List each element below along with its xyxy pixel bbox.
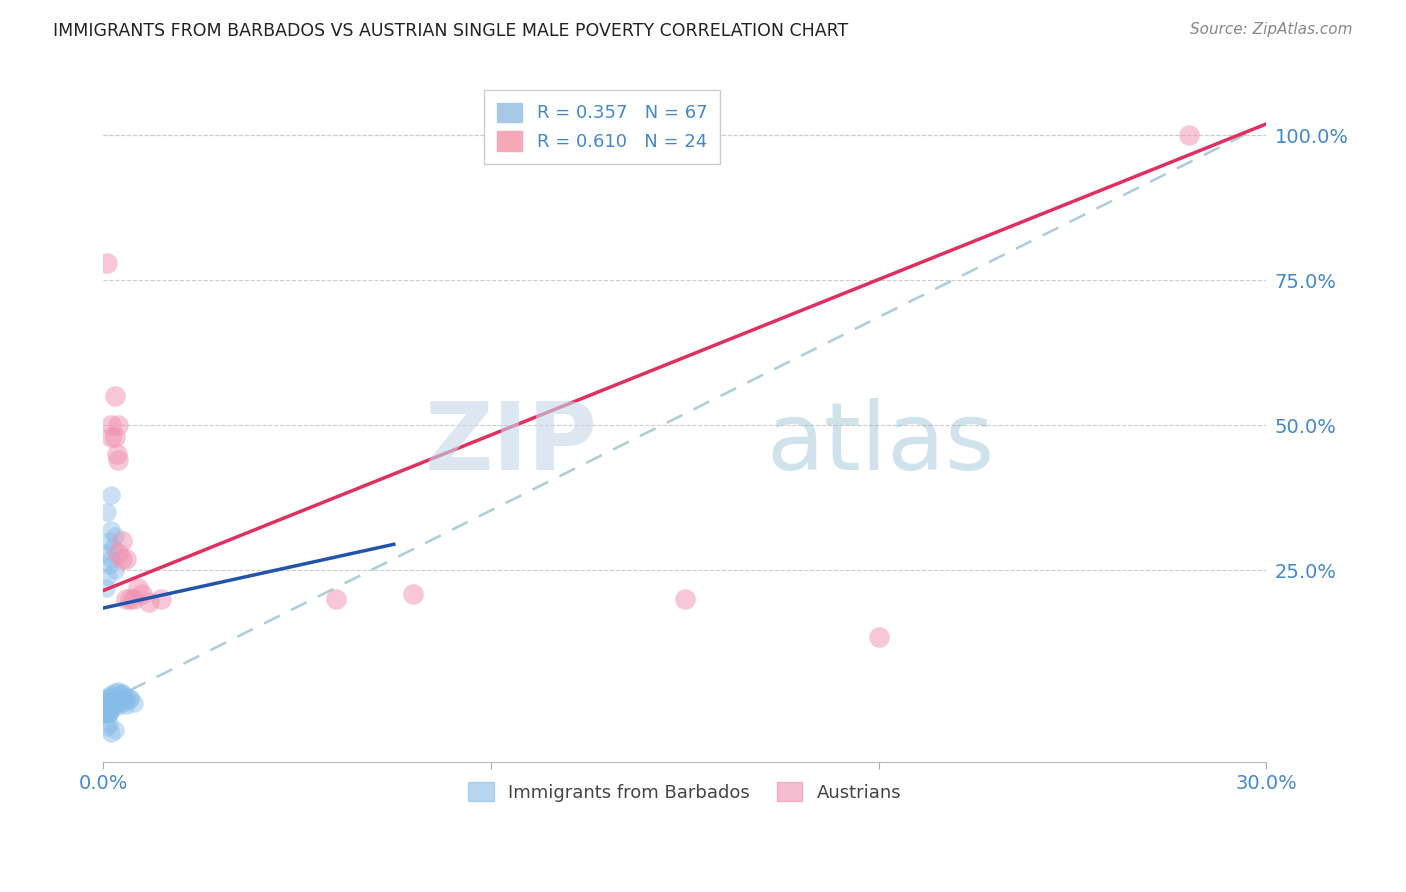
Point [101, 540, 124, 554]
Point [104, 563, 127, 577]
Point [97, 558, 120, 572]
Point [100, 688, 122, 702]
Point [1178, 128, 1201, 143]
Point [98, 698, 121, 713]
Point [107, 684, 129, 698]
Point [96, 704, 118, 718]
Text: atlas: atlas [766, 398, 994, 490]
Point [120, 692, 142, 706]
Point [97, 705, 120, 719]
Point [127, 581, 149, 595]
Point [94, 699, 117, 714]
Point [105, 447, 128, 461]
Point [96, 701, 118, 715]
Point [111, 551, 134, 566]
Point [94, 707, 117, 722]
Point [107, 692, 129, 706]
Point [111, 686, 134, 700]
Point [97, 569, 120, 583]
Point [120, 690, 142, 705]
Point [104, 697, 127, 711]
Point [115, 690, 138, 704]
Point [868, 630, 890, 644]
Point [101, 694, 124, 708]
Point [97, 706, 120, 720]
Point [98, 705, 121, 719]
Point [105, 696, 128, 710]
Point [100, 523, 122, 537]
Point [94, 698, 117, 712]
Point [325, 592, 347, 607]
Point [111, 696, 134, 710]
Point [673, 592, 696, 607]
Point [100, 430, 122, 444]
Point [94, 581, 117, 595]
Point [104, 685, 127, 699]
Point [97, 706, 120, 721]
Point [107, 546, 129, 560]
Point [104, 389, 127, 403]
Point [96, 256, 118, 270]
Point [111, 690, 134, 705]
Point [96, 720, 118, 734]
Point [111, 686, 134, 700]
Point [111, 534, 134, 549]
Point [97, 706, 120, 720]
Point [104, 723, 127, 737]
Point [97, 717, 120, 731]
Point [96, 505, 118, 519]
Point [94, 701, 117, 715]
Point [122, 592, 145, 607]
Point [101, 699, 124, 714]
Point [402, 586, 425, 600]
Text: Source: ZipAtlas.com: Source: ZipAtlas.com [1189, 22, 1353, 37]
Legend: Immigrants from Barbados, Austrians: Immigrants from Barbados, Austrians [456, 769, 914, 814]
Point [104, 528, 127, 542]
Point [104, 690, 127, 705]
Point [107, 418, 129, 433]
Point [96, 706, 118, 720]
Point [150, 592, 173, 607]
Point [107, 453, 129, 467]
Point [97, 690, 120, 705]
Point [100, 725, 122, 739]
Point [100, 418, 122, 433]
Point [97, 534, 120, 549]
Point [97, 698, 120, 712]
Point [115, 698, 138, 712]
Point [131, 586, 153, 600]
Point [94, 706, 117, 720]
Point [104, 430, 127, 444]
Point [120, 592, 142, 607]
Point [100, 690, 122, 704]
Point [98, 704, 121, 718]
Point [94, 702, 117, 716]
Point [107, 698, 129, 713]
Text: ZIP: ZIP [425, 398, 598, 490]
Point [96, 706, 118, 721]
Point [100, 696, 122, 710]
Point [100, 488, 122, 502]
Point [100, 551, 122, 566]
Point [115, 551, 138, 566]
Point [97, 703, 120, 717]
Point [115, 694, 138, 708]
Point [96, 704, 118, 718]
Text: IMMIGRANTS FROM BARBADOS VS AUSTRIAN SINGLE MALE POVERTY CORRELATION CHART: IMMIGRANTS FROM BARBADOS VS AUSTRIAN SIN… [53, 22, 849, 40]
Point [94, 703, 117, 717]
Point [104, 692, 127, 706]
Point [96, 546, 118, 560]
Point [96, 696, 118, 710]
Point [122, 696, 145, 710]
Point [110, 688, 132, 702]
Point [94, 706, 117, 721]
Point [97, 704, 120, 718]
Point [138, 595, 160, 609]
Point [96, 694, 118, 708]
Point [94, 692, 117, 706]
Point [107, 694, 129, 708]
Point [115, 592, 138, 607]
